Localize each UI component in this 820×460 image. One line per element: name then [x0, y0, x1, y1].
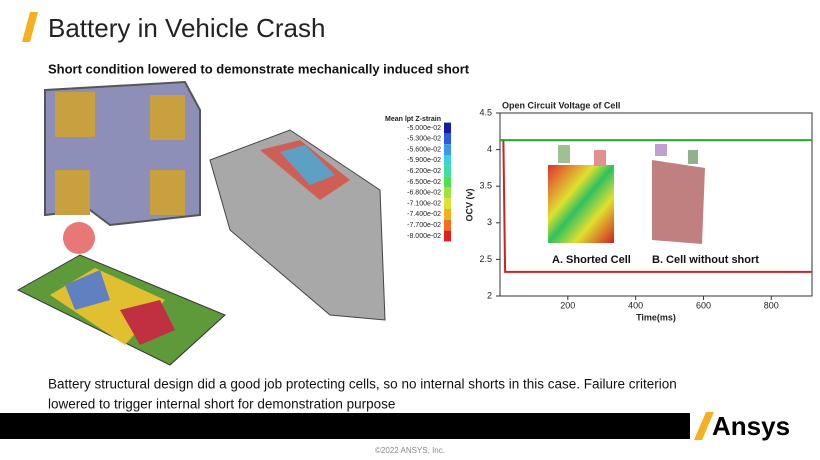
y-tick-label: 4: [487, 144, 492, 154]
chart-title: Open Circuit Voltage of Cell: [502, 100, 620, 110]
colorbar-label: -7.700e-02: [407, 222, 441, 229]
intact-cell-image: [652, 144, 705, 244]
colorbar-title: Mean lpt Z-strain: [385, 116, 441, 123]
colorbar-swatch: [444, 187, 451, 199]
colorbar-swatch: [444, 209, 451, 220]
logo-slash: [694, 412, 714, 440]
slide-title: Battery in Vehicle Crash: [48, 13, 325, 43]
colorbar-swatch: [444, 133, 451, 145]
truck-image: [16, 254, 226, 366]
colorbar-label: -5.000e-02: [407, 125, 441, 132]
colorbar-swatch: [444, 144, 451, 155]
copyright: ©2022 ANSYS, Inc.: [375, 446, 445, 455]
x-tick-label: 200: [560, 300, 575, 310]
colorbar-label: -6.800e-02: [407, 190, 441, 197]
subtitle: Short condition lowered to demonstrate m…: [48, 61, 470, 76]
colorbar: -5.000e-02 -5.300e-02 -5.600e-02 -5.900e-02…: [407, 122, 451, 242]
colorbar-swatch: [444, 230, 451, 242]
colorbar-label: -6.200e-02: [407, 168, 441, 175]
colorbar-label: -7.400e-02: [407, 211, 441, 218]
legend-label: A. Shorted Cell: [552, 254, 631, 266]
colorbar-swatch: [444, 219, 451, 231]
x-tick-label: 600: [696, 300, 711, 310]
colorbar-label: -5.300e-02: [407, 136, 441, 143]
x-tick-label: 800: [764, 300, 779, 310]
y-tick-label: 2: [487, 290, 492, 300]
accent-slash: [22, 12, 38, 42]
y-tick-label: 2.5: [479, 254, 492, 264]
colorbar-swatch: [444, 198, 451, 209]
colorbar-label: -7.100e-02: [407, 200, 441, 207]
logo: Ansys: [712, 411, 790, 441]
body-text: Battery structural design did a good job…: [48, 377, 677, 392]
x-tick-label: 400: [628, 300, 643, 310]
colorbar-label: -6.500e-02: [407, 179, 441, 186]
y-tick-label: 4.5: [479, 107, 492, 117]
body-text: lowered to trigger internal short for de…: [48, 397, 395, 412]
y-tick-label: 3: [487, 217, 492, 227]
colorbar-label: -5.900e-02: [407, 157, 441, 164]
cell-stack-image: [209, 129, 386, 321]
colorbar-swatch: [444, 165, 451, 177]
legend-label: B. Cell without short: [652, 254, 759, 266]
colorbar-label: -8.000e-02: [407, 233, 441, 240]
colorbar-label: -5.600e-02: [407, 146, 441, 153]
colorbar-swatch: [444, 176, 451, 188]
x-axis-label: Time(ms): [636, 312, 676, 322]
battery-pack-image: [44, 80, 201, 254]
footer-band: [0, 413, 690, 439]
shorted-cell-image: [548, 145, 614, 243]
colorbar-swatch: [444, 122, 451, 134]
y-tick-label: 3.5: [479, 181, 492, 191]
y-axis-label: OCV (v): [464, 188, 474, 221]
chart: Open Circuit Voltage of Cell OCV (v) Tim…: [464, 100, 813, 322]
colorbar-swatch: [444, 155, 451, 166]
